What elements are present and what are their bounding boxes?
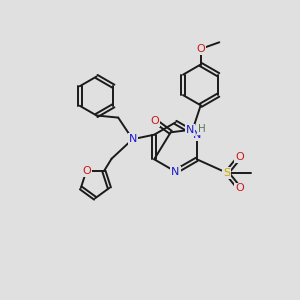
Text: N: N	[186, 125, 194, 135]
Text: N: N	[128, 134, 137, 144]
Text: O: O	[151, 116, 160, 126]
Text: O: O	[82, 166, 91, 176]
Text: H: H	[198, 124, 206, 134]
Text: N: N	[171, 167, 180, 177]
Text: O: O	[235, 152, 244, 162]
Text: O: O	[235, 183, 244, 194]
Text: S: S	[223, 168, 230, 178]
Text: O: O	[196, 44, 205, 54]
Text: N: N	[193, 130, 201, 140]
